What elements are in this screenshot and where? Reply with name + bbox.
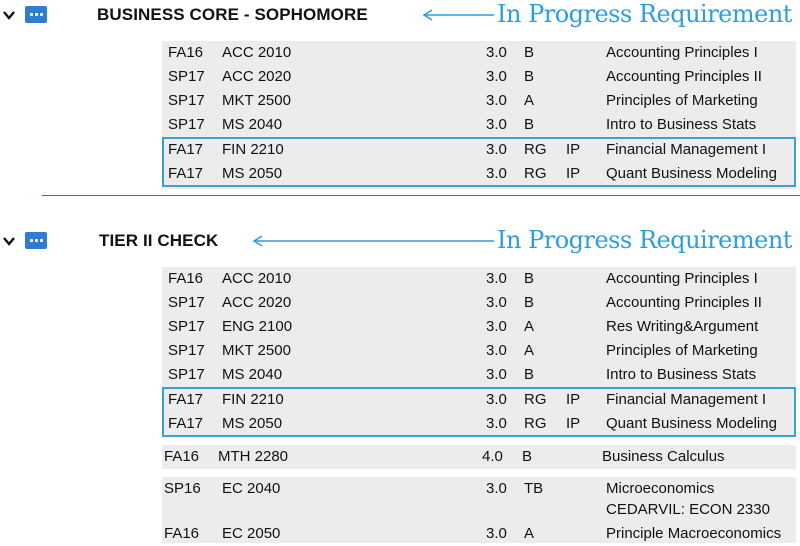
- table-row[interactable]: SP17 ACC 2020 3.0 B Accounting Principle…: [168, 294, 762, 311]
- annotation-arrow-icon: [422, 9, 494, 21]
- requirement-title: TIER II CHECK: [99, 231, 219, 250]
- table-row[interactable]: SP17 MKT 2500 3.0 A Principles of Market…: [168, 92, 758, 109]
- table-row[interactable]: SP17 ACC 2020 3.0 B Accounting Principle…: [168, 68, 762, 85]
- table-row[interactable]: FA17 MS 2050 3.0 RG IP Quant Business Mo…: [168, 415, 777, 432]
- collapse-chevron-icon[interactable]: [2, 8, 16, 22]
- annotation-label: In Progress Requirement: [497, 0, 792, 28]
- table-row[interactable]: FA17 FIN 2210 3.0 RG IP Financial Manage…: [168, 141, 767, 158]
- annotation-arrow-icon: [252, 235, 494, 247]
- course-list: [162, 41, 796, 189]
- table-row[interactable]: SP17 MKT 2500 3.0 A Principles of Market…: [168, 342, 758, 359]
- table-row[interactable]: FA17 FIN 2210 3.0 RG IP Financial Manage…: [168, 391, 767, 408]
- collapse-chevron-icon[interactable]: [2, 234, 16, 248]
- requirement-title: BUSINESS CORE - SOPHOMORE: [97, 5, 368, 24]
- course-list: [162, 267, 796, 437]
- more-options-icon[interactable]: [25, 232, 47, 249]
- table-row[interactable]: SP16 EC 2040 3.0 TB Microeconomics: [164, 480, 715, 497]
- in-progress-highlight: [162, 387, 796, 437]
- table-row[interactable]: FA16 ACC 2010 3.0 B Accounting Principle…: [168, 270, 758, 287]
- table-row[interactable]: SP17 MS 2040 3.0 B Intro to Business Sta…: [168, 366, 757, 383]
- table-row[interactable]: FA16 EC 2050 3.0 A Principle Macroeconom…: [164, 525, 782, 542]
- course-note: CEDARVIL: ECON 2330: [606, 501, 770, 518]
- course-list: [162, 477, 796, 543]
- table-row[interactable]: FA17 MS 2050 3.0 RG IP Quant Business Mo…: [168, 165, 777, 182]
- table-row[interactable]: SP17 MS 2040 3.0 B Intro to Business Sta…: [168, 116, 757, 133]
- course-list: [162, 445, 796, 469]
- in-progress-highlight: [162, 137, 796, 187]
- table-row[interactable]: FA16 ACC 2010 3.0 B Accounting Principle…: [168, 44, 758, 61]
- section-divider: [42, 195, 800, 196]
- annotation-label: In Progress Requirement: [497, 226, 792, 254]
- table-row[interactable]: SP17 ENG 2100 3.0 A Res Writing&Argument: [168, 318, 759, 335]
- more-options-icon[interactable]: [25, 6, 47, 23]
- table-row[interactable]: FA16 MTH 2280 4.0 B Business Calculus: [164, 448, 725, 465]
